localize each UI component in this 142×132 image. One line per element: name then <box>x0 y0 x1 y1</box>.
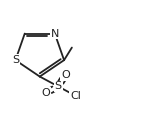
Text: O: O <box>41 88 50 98</box>
Text: Cl: Cl <box>70 91 81 101</box>
Text: O: O <box>61 70 70 80</box>
Text: N: N <box>51 29 59 39</box>
Text: S: S <box>12 55 19 65</box>
Text: S: S <box>55 81 62 91</box>
